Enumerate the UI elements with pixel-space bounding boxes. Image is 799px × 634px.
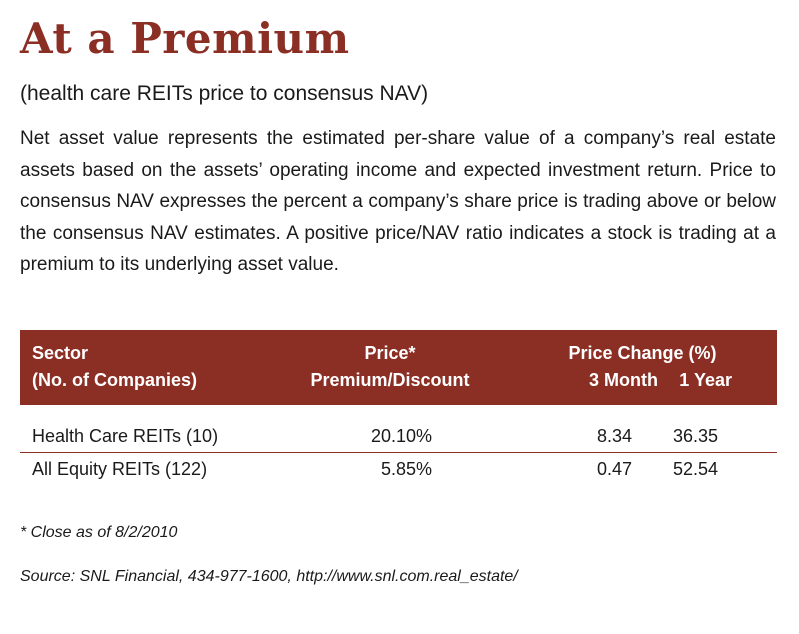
table-header: Sector (No. of Companies) Price* Premium… xyxy=(20,330,777,405)
data-table: Sector (No. of Companies) Price* Premium… xyxy=(20,330,777,485)
table-row: Health Care REITs (10) 20.10% 8.34 36.35 xyxy=(20,420,777,452)
header-price-change: Price Change (%) xyxy=(568,343,717,363)
cell-one-year: 36.35 xyxy=(672,426,718,446)
header-sector-line2: (No. of Companies) xyxy=(32,370,197,390)
cell-one-year: 52.54 xyxy=(672,459,718,479)
cell-three-month: 8.34 xyxy=(596,426,632,446)
header-price-line1: Price* xyxy=(364,343,416,363)
source-note: Source: SNL Financial, 434-977-1600, htt… xyxy=(20,568,518,585)
page-title: At a Premium xyxy=(20,14,350,63)
row-divider xyxy=(20,452,777,453)
cell-premium: 20.10% xyxy=(370,426,432,446)
cell-sector: All Equity REITs (122) xyxy=(32,459,208,479)
header-price-line2: Premium/Discount xyxy=(310,370,470,390)
page-subtitle: (health care REITs price to consensus NA… xyxy=(20,82,429,105)
description-paragraph: Net asset value represents the estimated… xyxy=(20,128,776,275)
cell-premium: 5.85% xyxy=(380,459,432,479)
header-three-month: 3 Month xyxy=(589,370,658,390)
header-price: Price* Premium/Discount xyxy=(290,340,490,394)
table-row: All Equity REITs (122) 5.85% 0.47 52.54 xyxy=(20,453,777,485)
footnote: * Close as of 8/2/2010 xyxy=(20,524,178,541)
cell-sector: Health Care REITs (10) xyxy=(32,426,219,446)
header-one-year: 1 Year xyxy=(679,370,732,390)
header-sector: Sector (No. of Companies) xyxy=(32,340,197,394)
header-sector-line1: Sector xyxy=(32,343,89,363)
cell-three-month: 0.47 xyxy=(596,459,632,479)
